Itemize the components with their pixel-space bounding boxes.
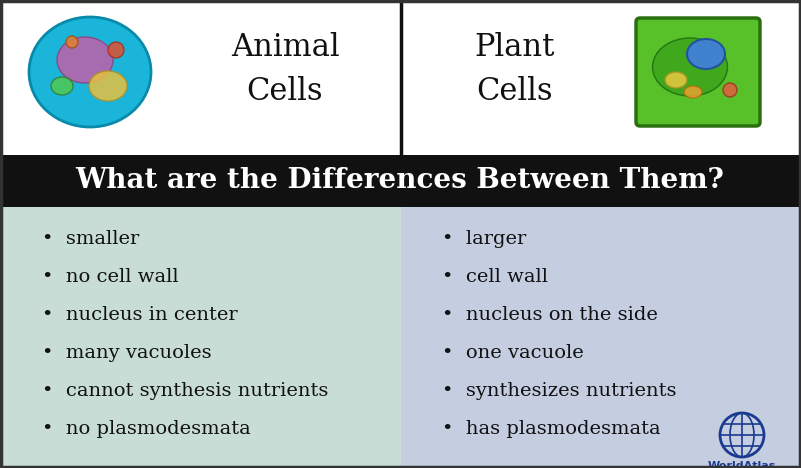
Text: •  cell wall: • cell wall: [442, 268, 549, 286]
Text: Animal
Cells: Animal Cells: [231, 32, 340, 107]
Ellipse shape: [684, 86, 702, 98]
Circle shape: [723, 83, 737, 97]
Bar: [0, 207, 400, 468]
Bar: [0, 0, 801, 155]
Text: Plant
Cells: Plant Cells: [475, 32, 555, 107]
Text: •  no cell wall: • no cell wall: [42, 268, 179, 286]
Text: •  nucleus in center: • nucleus in center: [42, 306, 238, 324]
Text: •  cannot synthesis nutrients: • cannot synthesis nutrients: [42, 382, 328, 400]
Circle shape: [108, 42, 124, 58]
Ellipse shape: [665, 72, 687, 88]
Text: •  smaller: • smaller: [42, 230, 139, 248]
Text: What are the Differences Between Them?: What are the Differences Between Them?: [75, 168, 724, 195]
Text: WorldAtlas: WorldAtlas: [708, 461, 776, 468]
Text: •  has plasmodesmata: • has plasmodesmata: [442, 420, 661, 438]
Text: •  many vacuoles: • many vacuoles: [42, 344, 211, 362]
Ellipse shape: [57, 37, 113, 83]
FancyBboxPatch shape: [636, 18, 760, 126]
Text: •  nucleus on the side: • nucleus on the side: [442, 306, 658, 324]
Ellipse shape: [89, 71, 127, 101]
Ellipse shape: [687, 39, 725, 69]
Ellipse shape: [29, 17, 151, 127]
Bar: [400, 207, 801, 468]
Text: •  one vacuole: • one vacuole: [442, 344, 584, 362]
Text: •  larger: • larger: [442, 230, 527, 248]
Ellipse shape: [51, 77, 73, 95]
Ellipse shape: [653, 38, 727, 96]
Circle shape: [66, 36, 78, 48]
Text: •  synthesizes nutrients: • synthesizes nutrients: [442, 382, 677, 400]
Text: •  no plasmodesmata: • no plasmodesmata: [42, 420, 251, 438]
Bar: [0, 155, 801, 207]
